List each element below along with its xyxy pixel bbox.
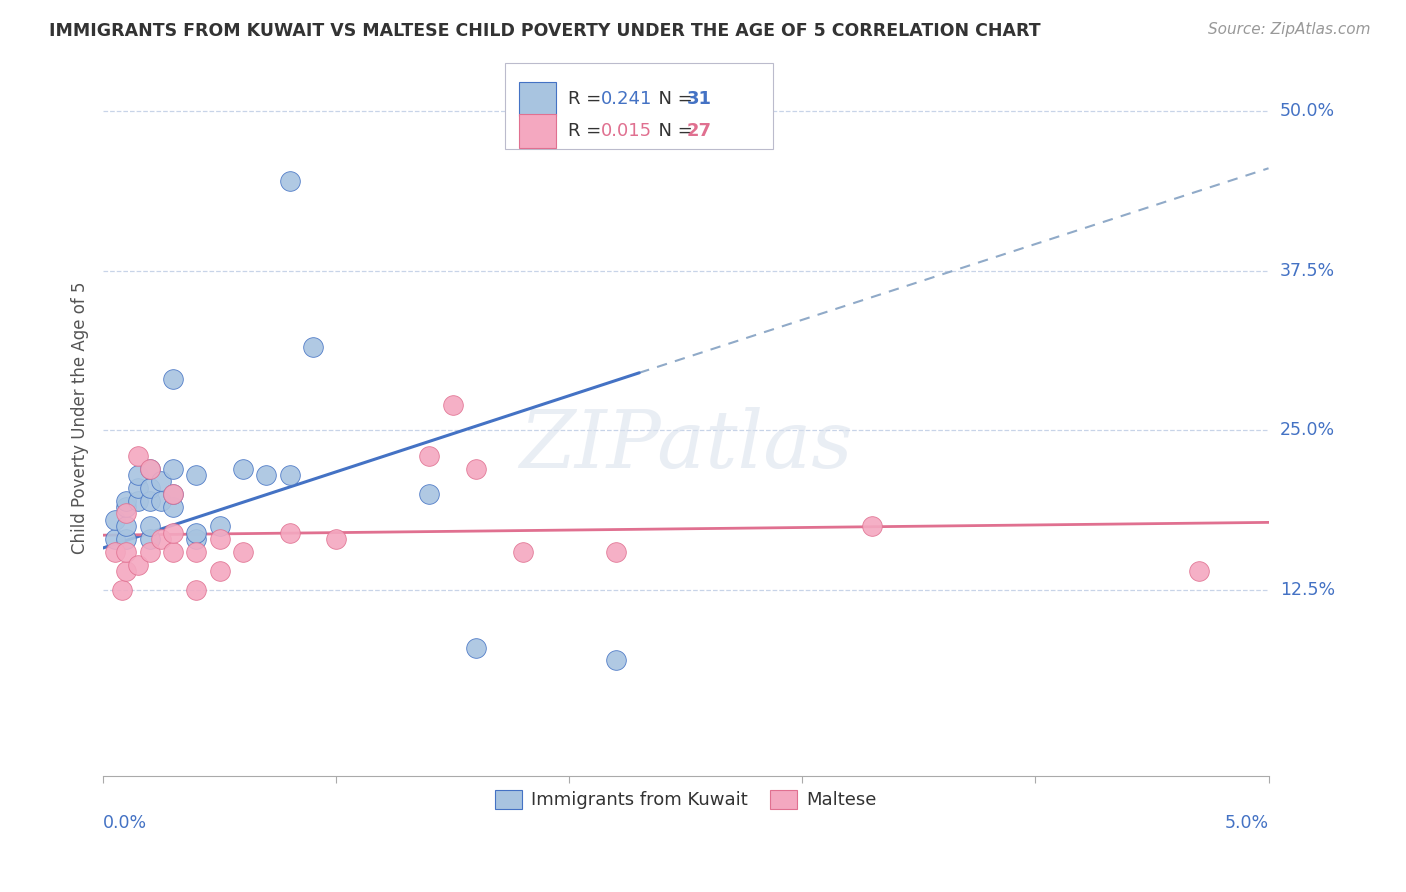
Point bbox=[104, 532, 127, 546]
Text: 50.0%: 50.0% bbox=[1279, 102, 1334, 120]
Point bbox=[208, 519, 231, 533]
Point bbox=[232, 461, 254, 475]
Point bbox=[162, 500, 184, 514]
Point bbox=[127, 481, 149, 495]
Point bbox=[111, 583, 134, 598]
Point bbox=[139, 493, 162, 508]
Point bbox=[115, 507, 138, 521]
Bar bbox=[519, 114, 557, 148]
Point bbox=[278, 468, 301, 483]
Point bbox=[115, 564, 138, 578]
Point bbox=[418, 487, 440, 501]
Point bbox=[186, 583, 208, 598]
Text: 5.0%: 5.0% bbox=[1225, 814, 1268, 832]
Text: R =: R = bbox=[568, 90, 607, 108]
Text: 0.241: 0.241 bbox=[600, 90, 652, 108]
Point bbox=[127, 468, 149, 483]
Point bbox=[208, 532, 231, 546]
Point bbox=[162, 487, 184, 501]
Y-axis label: Child Poverty Under the Age of 5: Child Poverty Under the Age of 5 bbox=[72, 281, 89, 554]
Text: N =: N = bbox=[647, 122, 699, 140]
Point bbox=[418, 449, 440, 463]
Point bbox=[150, 493, 173, 508]
Point bbox=[162, 372, 184, 386]
Point bbox=[127, 493, 149, 508]
Bar bbox=[505, 63, 773, 149]
Point bbox=[186, 532, 208, 546]
Text: 12.5%: 12.5% bbox=[1279, 582, 1334, 599]
Point bbox=[860, 519, 883, 533]
Point bbox=[115, 500, 138, 514]
Point bbox=[465, 640, 488, 655]
Point bbox=[115, 493, 138, 508]
Point bbox=[325, 532, 347, 546]
Point bbox=[162, 461, 184, 475]
Text: ZIPatlas: ZIPatlas bbox=[519, 408, 852, 485]
Text: 27: 27 bbox=[688, 122, 711, 140]
Point bbox=[186, 545, 208, 559]
Point bbox=[186, 468, 208, 483]
Point bbox=[302, 340, 325, 354]
Point bbox=[512, 545, 534, 559]
Point bbox=[162, 487, 184, 501]
Point bbox=[441, 398, 464, 412]
Point bbox=[115, 545, 138, 559]
Point bbox=[208, 564, 231, 578]
Point bbox=[162, 545, 184, 559]
Point bbox=[104, 513, 127, 527]
Text: IMMIGRANTS FROM KUWAIT VS MALTESE CHILD POVERTY UNDER THE AGE OF 5 CORRELATION C: IMMIGRANTS FROM KUWAIT VS MALTESE CHILD … bbox=[49, 22, 1040, 40]
Point bbox=[115, 519, 138, 533]
Point bbox=[139, 481, 162, 495]
Point bbox=[139, 545, 162, 559]
Point bbox=[1187, 564, 1209, 578]
Point bbox=[186, 525, 208, 540]
Bar bbox=[519, 82, 557, 116]
Text: R =: R = bbox=[568, 122, 607, 140]
Point bbox=[465, 461, 488, 475]
Text: Source: ZipAtlas.com: Source: ZipAtlas.com bbox=[1208, 22, 1371, 37]
Point bbox=[162, 525, 184, 540]
Text: 37.5%: 37.5% bbox=[1279, 261, 1334, 279]
Text: 0.0%: 0.0% bbox=[103, 814, 148, 832]
Point bbox=[150, 532, 173, 546]
Point bbox=[605, 545, 627, 559]
Point bbox=[254, 468, 277, 483]
Text: 0.015: 0.015 bbox=[600, 122, 652, 140]
Point bbox=[139, 461, 162, 475]
Point bbox=[150, 475, 173, 489]
Point bbox=[232, 545, 254, 559]
Point bbox=[115, 532, 138, 546]
Point bbox=[127, 558, 149, 572]
Text: 25.0%: 25.0% bbox=[1279, 421, 1334, 440]
Text: N =: N = bbox=[647, 90, 699, 108]
Point bbox=[139, 519, 162, 533]
Point bbox=[278, 174, 301, 188]
Point bbox=[139, 532, 162, 546]
Text: 31: 31 bbox=[688, 90, 711, 108]
Legend: Immigrants from Kuwait, Maltese: Immigrants from Kuwait, Maltese bbox=[488, 783, 883, 816]
Point bbox=[139, 461, 162, 475]
Point bbox=[278, 525, 301, 540]
Point bbox=[104, 545, 127, 559]
Point bbox=[127, 449, 149, 463]
Point bbox=[605, 653, 627, 667]
